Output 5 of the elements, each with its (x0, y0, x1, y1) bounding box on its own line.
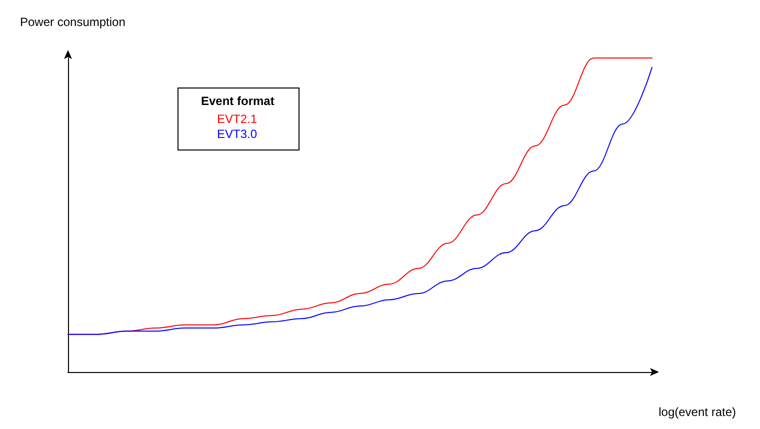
y-axis-title: Power consumption (20, 15, 126, 29)
text: EVT3.0 (217, 127, 258, 141)
legend-title: Event format (201, 94, 274, 108)
x-axis-title: log(event rate) (658, 405, 736, 419)
text: EVT2.1 (217, 112, 258, 126)
